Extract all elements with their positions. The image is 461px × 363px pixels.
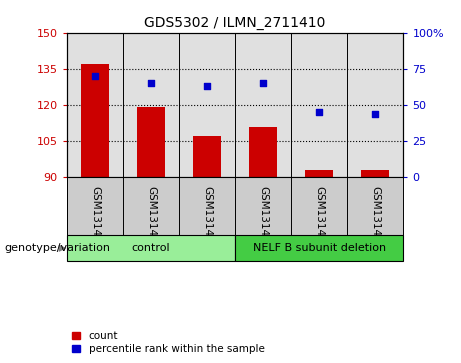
Bar: [137, 107, 165, 177]
Legend: count, percentile rank within the sample: count, percentile rank within the sample: [72, 331, 265, 354]
Text: GSM1314044: GSM1314044: [258, 186, 268, 256]
Bar: [81, 64, 109, 177]
Title: GDS5302 / ILMN_2711410: GDS5302 / ILMN_2711410: [144, 16, 326, 30]
Bar: [361, 170, 390, 177]
Text: NELF B subunit deletion: NELF B subunit deletion: [253, 243, 386, 253]
Point: [148, 80, 155, 86]
Bar: [193, 136, 221, 177]
Text: genotype/variation: genotype/variation: [5, 243, 111, 253]
Bar: [235, 235, 403, 261]
Text: GSM1314041: GSM1314041: [90, 186, 100, 256]
Text: control: control: [132, 243, 170, 253]
Point: [203, 83, 211, 89]
Point: [91, 73, 99, 79]
Point: [260, 80, 267, 86]
Point: [315, 109, 323, 115]
Point: [372, 111, 379, 117]
Bar: [249, 127, 277, 177]
Text: GSM1314043: GSM1314043: [202, 186, 212, 256]
Bar: [67, 235, 235, 261]
Text: GSM1314045: GSM1314045: [314, 186, 324, 256]
Text: GSM1314042: GSM1314042: [146, 186, 156, 256]
Bar: [305, 170, 333, 177]
Text: GSM1314046: GSM1314046: [370, 186, 380, 256]
